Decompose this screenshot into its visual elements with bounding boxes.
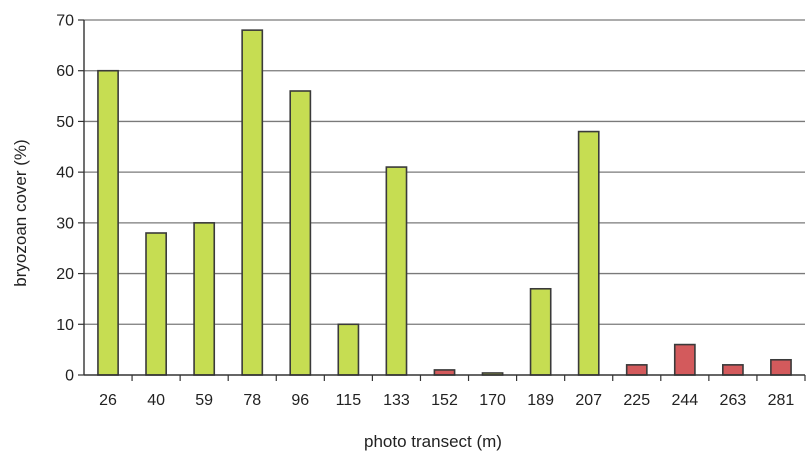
y-axis-title: bryozoan cover (%)	[11, 139, 30, 286]
x-tick-label: 40	[147, 392, 165, 409]
bar-263	[722, 364, 744, 376]
y-tick-label: 30	[56, 215, 74, 232]
x-tick-label: 244	[671, 392, 698, 409]
x-tick-label: 281	[768, 392, 795, 409]
bar-59	[193, 222, 216, 376]
bar-207	[577, 130, 600, 376]
bar-96	[289, 90, 312, 376]
y-tick-label: 10	[56, 317, 74, 334]
x-tick-label: 26	[99, 392, 117, 409]
bar-26	[97, 69, 119, 376]
x-tick-label: 225	[623, 392, 650, 409]
bar-152	[433, 369, 456, 376]
x-tick-label: 189	[527, 392, 554, 409]
bars	[97, 29, 792, 376]
gridlines	[84, 19, 805, 325]
x-tick-label: 170	[479, 392, 506, 409]
y-tick-label: 70	[56, 13, 74, 30]
bar-225	[625, 364, 648, 376]
x-tick-label: 263	[720, 392, 747, 409]
x-tick-label: 207	[575, 392, 602, 409]
x-axis-title: photo transect (m)	[364, 432, 502, 451]
y-tick-label: 60	[56, 63, 74, 80]
y-tick-label: 50	[56, 114, 74, 131]
x-tick-label: 59	[195, 392, 213, 409]
x-tick-label: 96	[291, 392, 309, 409]
bar-244	[673, 343, 696, 376]
y-tick-label: 20	[56, 266, 74, 283]
x-tick-label: 152	[431, 392, 458, 409]
x-tick-label: 133	[383, 392, 410, 409]
bar-133	[385, 166, 408, 376]
y-tick-labels: 0 10 20 30 40 50 60 70	[56, 13, 74, 385]
bar-115	[337, 323, 360, 376]
x-tick-labels: 26 40 59 78 96 115 133 152 170 189 207 225 244 263 281	[99, 392, 794, 409]
axes	[78, 19, 806, 381]
bar-40	[145, 232, 167, 376]
y-tick-label: 0	[65, 368, 74, 385]
x-tick-label: 78	[243, 392, 261, 409]
bar-281	[770, 358, 792, 376]
bar-78	[241, 29, 264, 376]
y-tick-label: 40	[56, 165, 74, 182]
bar-189	[529, 287, 552, 376]
x-tick-label: 115	[336, 392, 362, 409]
